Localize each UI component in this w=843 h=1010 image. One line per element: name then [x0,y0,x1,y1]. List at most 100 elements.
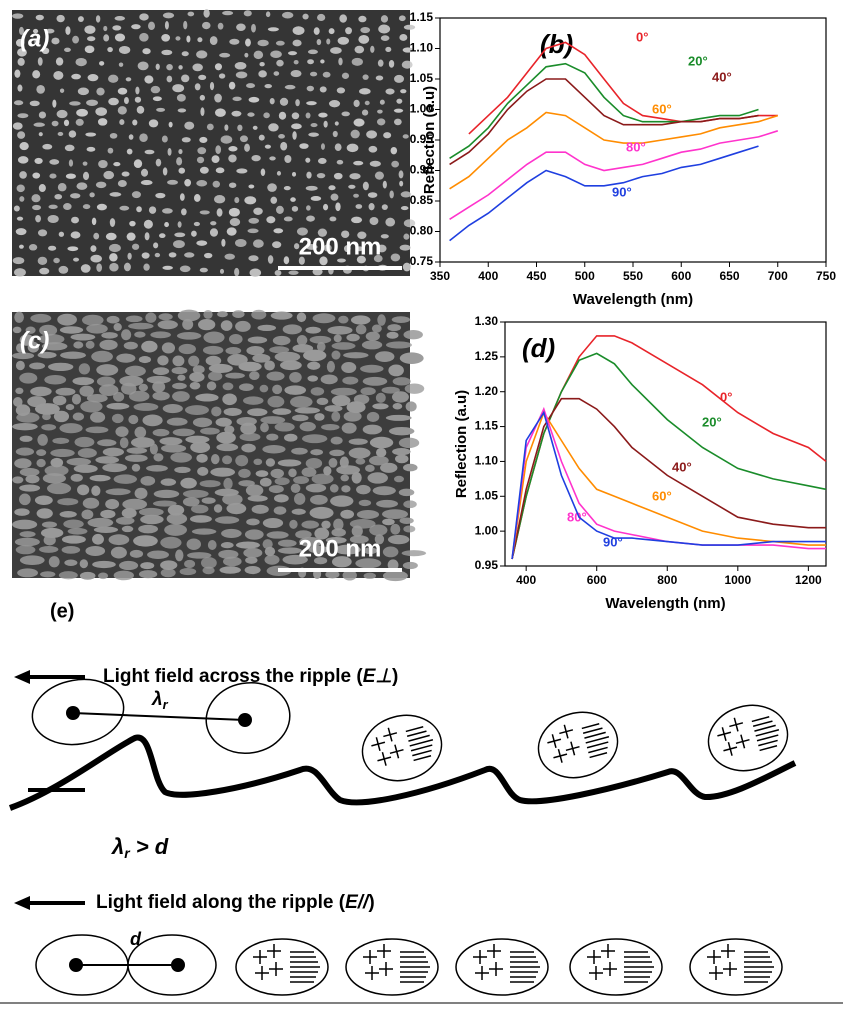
particle [51,120,59,127]
particle [160,478,177,486]
particle [38,132,43,137]
particle [400,206,409,211]
particle [298,256,305,265]
particle [12,257,25,265]
particle [307,375,319,382]
particle [95,15,101,23]
particle [199,480,221,488]
particle [162,12,175,19]
particle [336,159,344,165]
particle [234,267,240,277]
series-label: 90° [603,534,623,549]
particle [57,131,64,136]
dipole-center [171,958,185,972]
particle [259,477,272,487]
particle [132,119,138,126]
scale-bar-label: 200 nm [299,233,382,260]
particle [234,197,240,204]
particle [380,15,389,23]
particle [178,65,183,70]
particle [223,556,242,567]
particle [161,49,173,56]
particle [56,14,65,23]
particle [221,528,242,539]
particle [291,123,302,130]
particle [330,495,354,507]
particle [292,26,305,35]
particle [174,232,186,238]
particle [32,172,41,179]
particle [107,46,113,53]
particle [218,549,239,559]
particle [175,549,184,562]
particle [369,436,394,449]
particle [58,265,69,274]
particle [343,411,362,422]
particle [228,81,236,90]
y-tick-label: 1.20 [475,384,499,398]
charge-particle [537,711,619,779]
particle [117,87,128,95]
particle [206,123,214,131]
particle [383,132,392,139]
particle [341,111,350,117]
particle [197,147,207,155]
y-tick-label: 1.10 [410,41,434,55]
particle [248,184,255,189]
particle [291,112,300,120]
particle [61,535,86,544]
particle [224,124,229,131]
particle [176,94,186,102]
particle [160,560,178,570]
particle [155,158,162,167]
particle [238,383,254,392]
particle [342,376,359,385]
particle [341,72,350,79]
particle [75,118,84,126]
particle [161,444,187,453]
particle [291,205,299,212]
particle [14,311,24,323]
particle [289,519,298,529]
particle [179,193,185,201]
particle [52,395,67,406]
particle [93,526,119,533]
particle [266,531,289,539]
particle [70,193,81,199]
particle [222,493,243,506]
y-axis-label: Reflection (a.u) [421,86,438,194]
particle [105,498,120,510]
particle [92,533,104,545]
particle [210,453,220,465]
particle [181,137,191,143]
particle [317,228,328,237]
series-label: 0° [720,389,732,404]
particle [316,172,326,179]
particle [145,312,157,323]
particle [162,167,168,176]
particle [255,470,269,477]
particle [290,69,302,78]
particle [89,192,95,198]
particle [140,180,153,186]
particle [205,355,222,366]
series-label: 60° [652,101,672,116]
particle [196,50,208,59]
y-tick-label: 1.10 [475,454,499,468]
particle [110,546,127,559]
particle [389,190,394,199]
particle [291,508,306,515]
particle [152,428,170,437]
particle [70,231,81,239]
particle [288,51,298,56]
particle [36,458,46,468]
particle [302,13,309,20]
particle [134,426,147,439]
particle [226,502,247,515]
particle [328,457,338,468]
particle [282,554,308,565]
particle [277,547,303,554]
particle [295,530,312,539]
charge-particle [235,938,329,996]
particle [231,110,242,117]
